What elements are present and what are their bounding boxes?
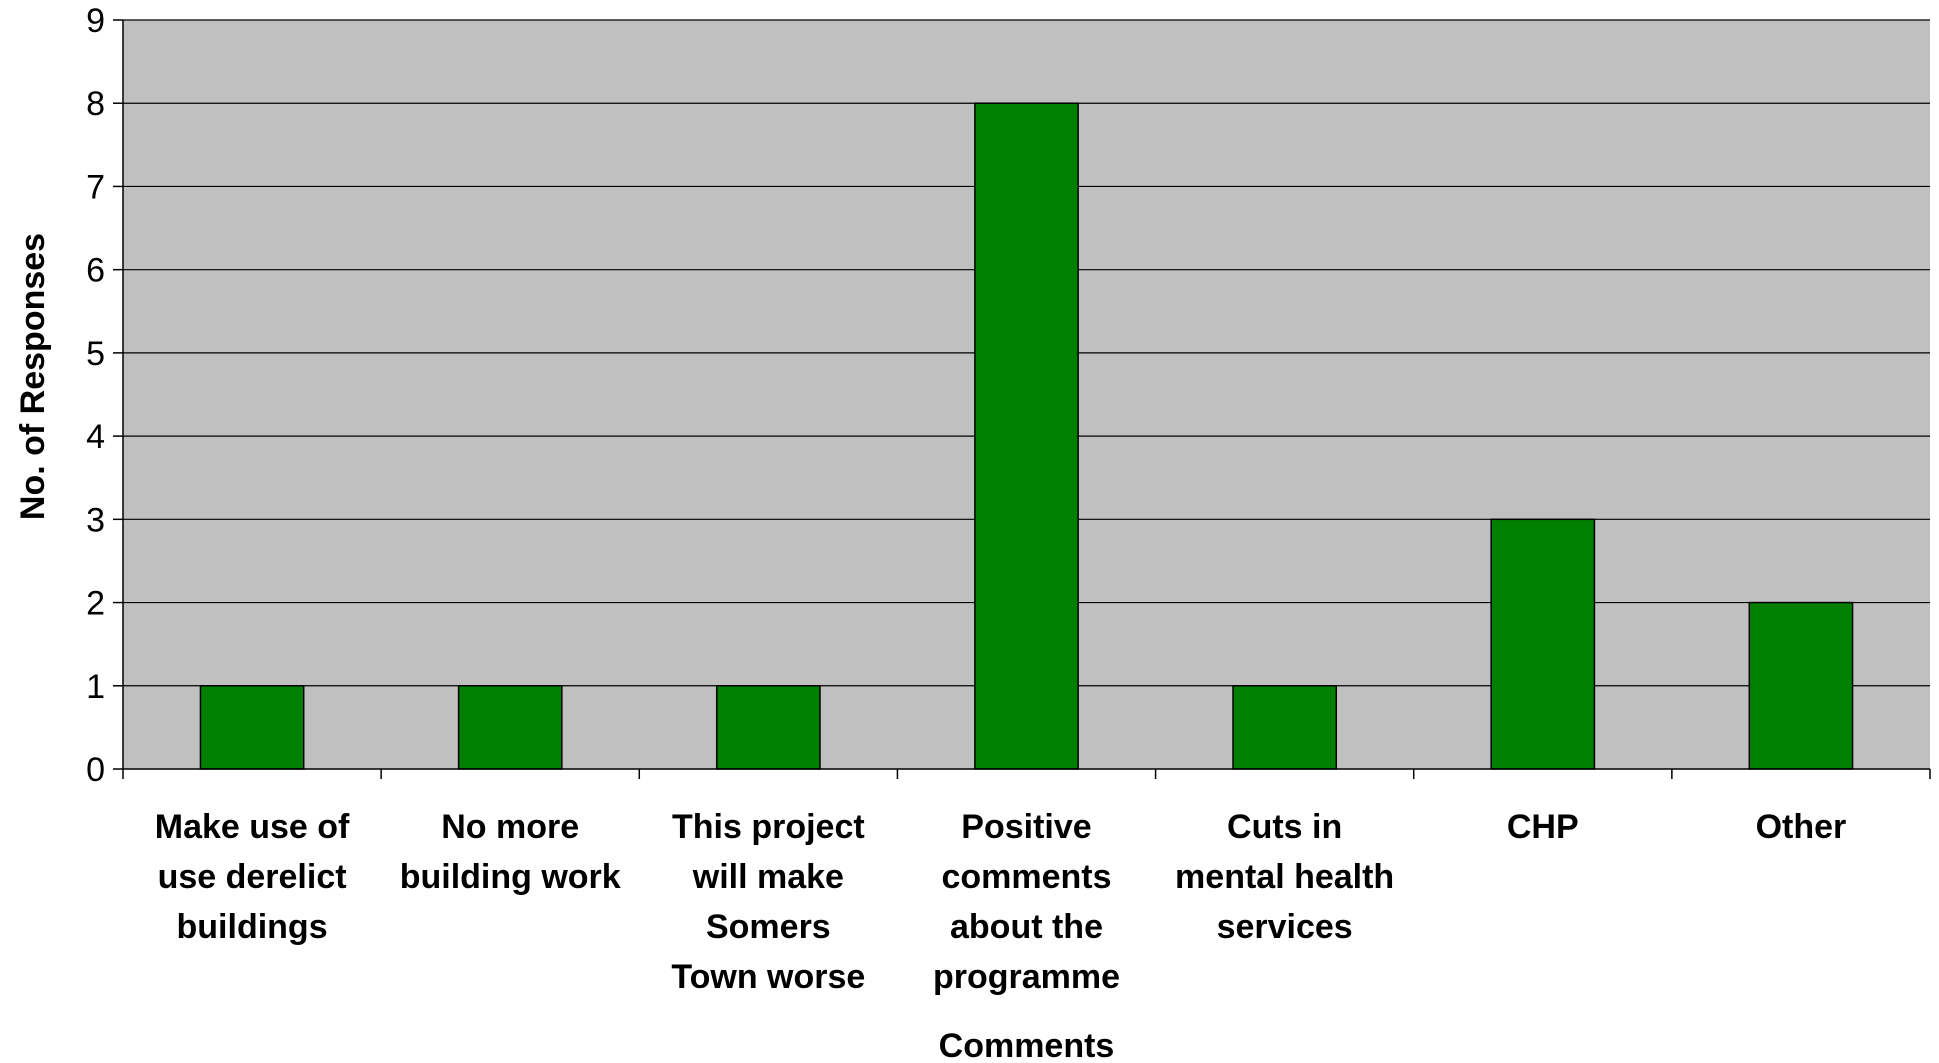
bar	[1232, 685, 1338, 770]
y-tick-label: 6	[86, 252, 105, 290]
bar	[974, 102, 1079, 770]
y-tick-label: 3	[86, 501, 105, 539]
x-tick-labels: Make use of use derelict buildings No more b…	[155, 808, 1847, 996]
y-axis-title: No. of Responses	[14, 233, 52, 520]
x-tick-label: CHP	[1507, 808, 1579, 846]
bar	[715, 685, 821, 770]
x-tick-label: No more building work	[400, 808, 621, 896]
x-tick-label: Make use of use derelict buildings	[155, 808, 350, 946]
y-tick-label: 4	[86, 418, 105, 456]
y-tick-label: 2	[86, 585, 105, 623]
y-tick-label: 7	[86, 168, 105, 206]
bar	[457, 685, 563, 770]
y-tick-label: 1	[86, 668, 105, 706]
bar	[199, 685, 305, 770]
y-tick-labels: 0 1 2 3 4 5 6 7 8 9	[86, 2, 105, 789]
y-tick-label: 9	[86, 2, 105, 40]
x-tick-label: Cuts in mental health services	[1175, 808, 1394, 946]
bar	[1748, 601, 1854, 770]
bars	[199, 102, 1854, 770]
y-tick-label: 5	[86, 335, 105, 373]
y-tick-label: 8	[86, 85, 105, 123]
x-tick-label: Positive comments about the programme	[933, 808, 1120, 996]
x-axis-title: Comments	[939, 1027, 1115, 1063]
x-tick-label: This project will make Somers Town worse	[671, 808, 865, 996]
bar	[1490, 518, 1596, 770]
y-tick-label: 0	[86, 751, 105, 789]
x-tick-label: Other	[1756, 808, 1847, 846]
axes	[113, 19, 1931, 779]
